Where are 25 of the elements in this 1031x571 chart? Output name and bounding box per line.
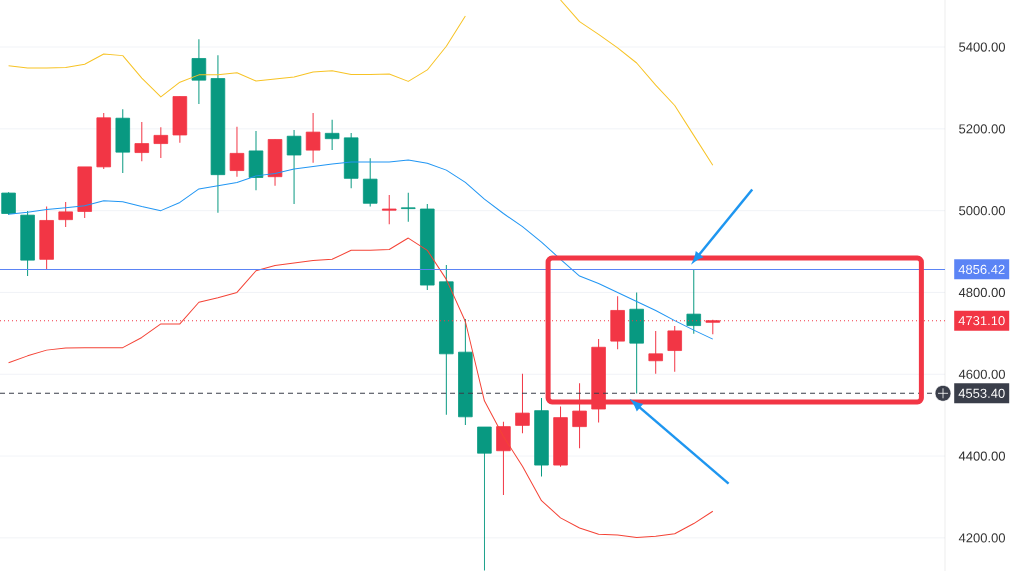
candlestick — [153, 126, 169, 159]
candlestick — [381, 194, 397, 225]
y-tick-label: 4800.00 — [958, 287, 1006, 298]
candlestick — [191, 38, 207, 105]
candlestick — [667, 325, 682, 373]
y-tick-label: 4200.00 — [958, 533, 1006, 543]
candlestick — [401, 192, 416, 223]
y-tick-label: 4400.00 — [958, 451, 1006, 461]
candlestick — [305, 112, 321, 164]
candlestick — [229, 126, 245, 178]
y-tick-label: 5000.00 — [959, 206, 1006, 216]
y-tick-label: 4600.00 — [958, 369, 1006, 379]
candlestick — [648, 330, 663, 375]
ref-line-label: 4731.10 — [958, 316, 1005, 326]
candlestick — [286, 129, 302, 205]
ref-line-label: 4553.40 — [958, 388, 1005, 398]
candlestick — [515, 373, 530, 434]
candlestick — [686, 269, 702, 335]
candlestick — [1, 191, 16, 216]
candlestick — [324, 119, 340, 151]
y-tick-label: 5200.00 — [959, 124, 1006, 134]
candlestick — [58, 201, 73, 228]
ref-line-label: 4856.42 — [958, 264, 1005, 274]
candlestick — [134, 121, 150, 162]
y-tick-label: 5400.00 — [959, 42, 1006, 52]
